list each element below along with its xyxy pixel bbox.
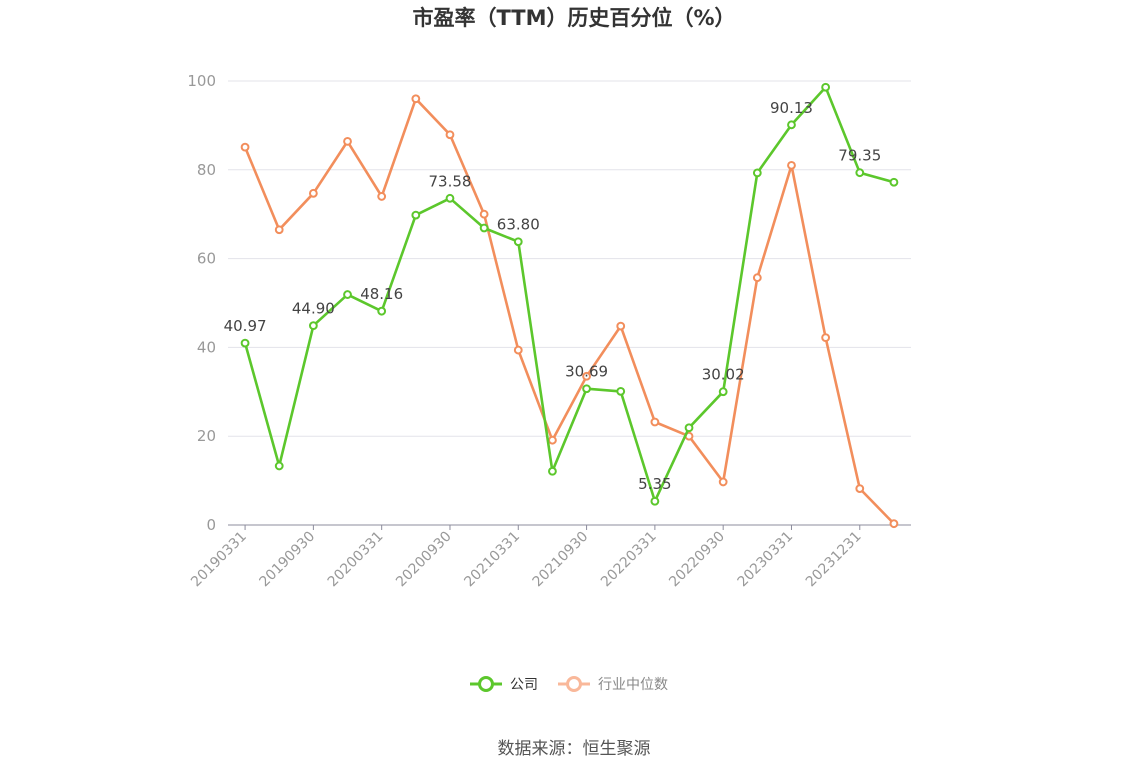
y-tick-label: 40 <box>197 338 216 356</box>
series-line-0 <box>243 85 896 503</box>
series-1-point <box>513 345 523 355</box>
series-1-point <box>889 519 899 529</box>
series-0-point <box>445 193 455 203</box>
legend: 公司 行业中位数 <box>470 676 668 693</box>
series-0-point <box>787 120 796 130</box>
data-label: 79.35 <box>838 147 881 165</box>
series-0-point <box>513 237 523 247</box>
series-1-point <box>650 417 660 427</box>
legend-industry-label: 行业中位数 <box>598 677 668 693</box>
series-0-point <box>650 496 660 506</box>
series-1-point <box>377 192 387 201</box>
x-tick-label: 20190331 <box>188 529 250 591</box>
series-0-point <box>308 321 318 331</box>
series-1-point <box>274 225 284 235</box>
series-0-point <box>411 210 421 220</box>
y-tick-label: 60 <box>197 250 216 268</box>
x-tick-label: 20231231 <box>803 529 865 591</box>
x-tick-label: 20210930 <box>530 529 592 591</box>
source-note: 数据来源：恒生聚源 <box>498 739 651 759</box>
series-0-point <box>889 177 899 187</box>
y-tick-label: 100 <box>187 72 216 90</box>
y-tick-label: 80 <box>197 161 216 179</box>
series-0-point <box>752 168 762 178</box>
series-1-point <box>821 333 831 343</box>
legend-company-marker <box>478 676 494 692</box>
series-0-point <box>240 338 250 348</box>
series-layer <box>240 82 899 529</box>
series-1-point <box>240 142 250 152</box>
series-line-1 <box>243 97 896 526</box>
data-label: 5.35 <box>638 475 671 493</box>
x-tick-label: 20220930 <box>666 529 728 591</box>
x-tick-label: 20210331 <box>461 529 523 591</box>
series-1-point <box>445 130 455 140</box>
legend-industry-marker <box>566 676 582 692</box>
series-0-point <box>616 386 626 396</box>
series-1-point <box>582 371 591 381</box>
y-axis: 0 20 40 60 80 100 <box>187 72 216 534</box>
data-label: 40.97 <box>224 317 267 335</box>
series-0-point <box>855 168 865 178</box>
x-tick-label: 20230331 <box>735 529 797 591</box>
series-0-point <box>684 423 694 433</box>
x-tick-label: 20200331 <box>325 529 387 591</box>
y-tick-label: 20 <box>197 427 216 445</box>
series-0-point <box>548 466 557 476</box>
x-tick-label: 20190930 <box>256 529 318 591</box>
chart-title: 市盈率（TTM）历史百分位（%） <box>412 6 735 30</box>
series-1-point <box>855 484 865 493</box>
series-1-point <box>411 94 421 104</box>
series-0-point <box>718 387 728 397</box>
series-1-point <box>308 188 318 198</box>
series-1-point <box>343 136 352 146</box>
series-1-point <box>616 321 626 331</box>
grid-lines <box>228 80 911 437</box>
data-label: 63.80 <box>497 216 540 234</box>
series-1-point <box>752 273 762 283</box>
series-0-point <box>582 384 591 394</box>
series-0-point <box>377 306 387 316</box>
data-label: 44.90 <box>292 300 335 318</box>
x-tick-label: 20220331 <box>598 529 660 591</box>
legend-company-label: 公司 <box>510 677 538 693</box>
series-1-point <box>718 477 728 487</box>
data-labels: 40.97 44.90 48.16 73.58 63.80 30.69 5.35 30.02 9… <box>224 99 882 493</box>
legend-item-company[interactable]: 公司 <box>470 676 538 693</box>
series-0-point <box>479 223 489 233</box>
series-0-point <box>343 290 352 299</box>
x-tick-label: 20200930 <box>393 529 455 591</box>
series-1-point <box>787 160 796 170</box>
data-label: 30.02 <box>702 366 745 384</box>
data-label: 90.13 <box>770 99 813 117</box>
series-1-point <box>479 209 489 219</box>
data-label: 73.58 <box>428 172 471 190</box>
legend-item-industry-median[interactable]: 行业中位数 <box>558 676 668 693</box>
series-0-point <box>821 82 831 92</box>
data-label: 48.16 <box>360 285 403 303</box>
series-0-point <box>274 461 284 471</box>
data-label: 30.69 <box>565 363 608 381</box>
y-tick-label: 0 <box>206 516 216 534</box>
series-1-point <box>548 435 557 445</box>
x-axis: 20190331 20190930 20200331 20200930 20210331… <box>188 525 865 591</box>
